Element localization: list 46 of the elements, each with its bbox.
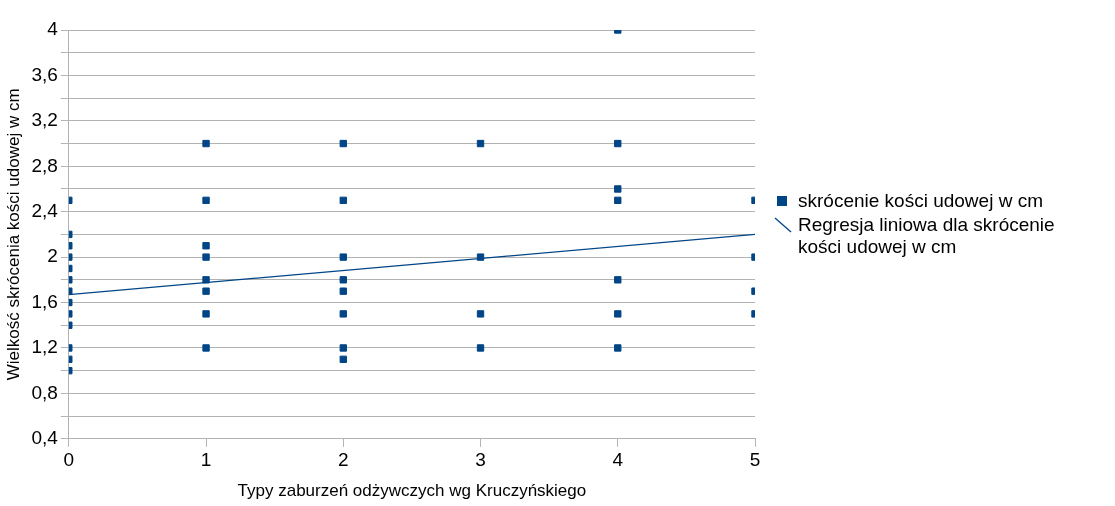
point [339, 310, 347, 318]
point [202, 276, 210, 284]
point [476, 310, 485, 318]
point [202, 242, 210, 250]
point [614, 196, 622, 205]
point [476, 139, 485, 148]
point [614, 310, 622, 318]
legend-label: skrócenie kości udowej w cm [798, 190, 1043, 212]
point [614, 344, 622, 352]
x-tick-label: 1 [200, 449, 212, 471]
x-tick-label: 2 [338, 449, 349, 471]
point [202, 287, 210, 295]
point [339, 344, 347, 352]
x-tick-label: 3 [475, 449, 486, 471]
point [202, 196, 210, 205]
x-tick-label: 0 [63, 449, 75, 471]
y-tick-label: 1,6 [31, 290, 58, 312]
x-axis-title: Typy zaburzeń odżywczych wg Kruczyńskiego [237, 481, 587, 501]
point [339, 139, 347, 148]
y-tick-label: 2,4 [31, 199, 59, 221]
point [614, 185, 622, 193]
point [476, 344, 485, 352]
point [202, 139, 210, 148]
point [614, 276, 622, 284]
point [339, 196, 347, 205]
y-tick-label: 4 [47, 18, 59, 40]
point [339, 287, 347, 295]
point [339, 276, 347, 284]
x-tick-label: 5 [749, 449, 761, 471]
point [202, 253, 210, 261]
legend-label: Regresja liniowa dla skrócenie kości udowej w cm [798, 214, 1056, 258]
point [339, 355, 347, 363]
x-tick-label: 4 [612, 449, 624, 471]
y-axis-title: Wielkość skrócenia kości udowej w cm [3, 88, 23, 381]
point [202, 310, 210, 318]
point [339, 253, 347, 261]
point [202, 344, 210, 352]
y-tick-label: 2,8 [31, 154, 58, 176]
y-tick-label: 1,2 [31, 336, 58, 358]
y-tick-label: 2 [47, 245, 58, 267]
y-tick-label: 0,4 [31, 427, 59, 449]
point [476, 253, 485, 261]
y-tick-label: 3,2 [31, 109, 58, 131]
y-tick-label: 3,6 [31, 63, 58, 85]
y-tick-label: 0,8 [31, 381, 58, 403]
point [614, 139, 622, 148]
